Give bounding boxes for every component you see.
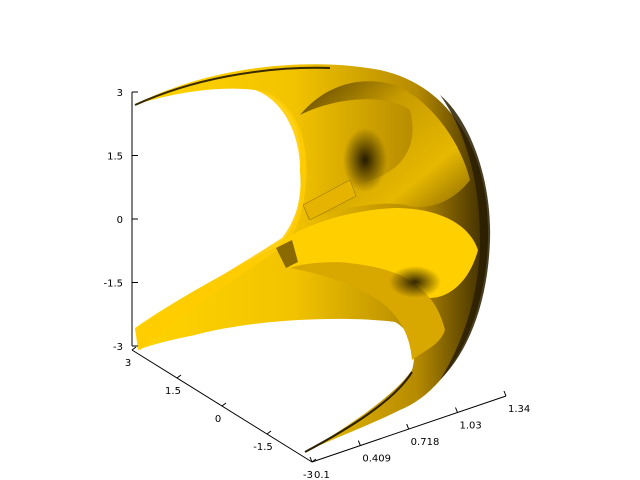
surface-cut-edge-lower	[276, 240, 298, 268]
x-tick	[503, 390, 507, 397]
z-tick-label: 1.5	[107, 152, 123, 163]
y-tick	[176, 374, 182, 379]
surface-crease-upper	[343, 128, 387, 192]
surface-top-edge	[134, 66, 331, 106]
y-tick-label: 1.5	[165, 386, 181, 397]
x-tick-label: 0.409	[362, 454, 391, 465]
surface-front-band	[135, 90, 307, 350]
y-tick	[221, 402, 227, 407]
surface-cut-edge-upper	[302, 179, 357, 221]
surface	[134, 64, 491, 453]
y-tick	[131, 346, 137, 351]
y-tick	[266, 430, 272, 435]
y-tick-label: 3	[125, 358, 131, 369]
x-tick	[309, 456, 313, 463]
x-tick-label: 0.1	[314, 470, 330, 480]
x-tick	[455, 407, 458, 413]
surface-bottom-edge	[304, 371, 413, 453]
surface-rim-right	[440, 95, 491, 380]
x-tick-label: 1.03	[460, 421, 482, 432]
z-tick-label: 3	[117, 88, 123, 99]
surface-crease-lower	[389, 266, 441, 298]
z-tick-label: 0	[117, 215, 123, 226]
x-tick	[406, 423, 410, 430]
z-axis: -3 -1.5 0 1.5 3	[103, 88, 138, 353]
y-axis: -3 -1.5 0 1.5 3	[125, 346, 317, 480]
x-tick-label: 0.718	[411, 437, 440, 448]
y-tick-label: -1.5	[253, 442, 273, 453]
y-tick-label: 0	[215, 414, 221, 425]
x-axis: 0.1 0.409 0.718 1.03 1.34	[309, 390, 530, 480]
z-tick-label: -1.5	[103, 279, 123, 290]
surface-upper-fold	[300, 81, 470, 220]
y-tick-label: -3	[303, 470, 313, 480]
x-tick	[357, 440, 361, 446]
x-tick-label: 1.34	[508, 404, 530, 415]
z-tick-label: -3	[113, 342, 123, 353]
